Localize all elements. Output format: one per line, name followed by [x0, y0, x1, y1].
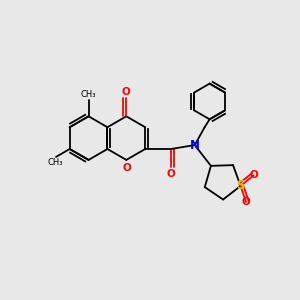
Text: O: O	[242, 197, 250, 207]
Text: S: S	[236, 179, 245, 192]
Text: CH₃: CH₃	[81, 91, 96, 100]
Text: O: O	[123, 163, 132, 173]
Text: O: O	[249, 170, 258, 180]
Text: O: O	[167, 169, 175, 179]
Text: CH₃: CH₃	[47, 158, 63, 167]
Text: O: O	[122, 88, 131, 98]
Text: N: N	[190, 139, 200, 152]
